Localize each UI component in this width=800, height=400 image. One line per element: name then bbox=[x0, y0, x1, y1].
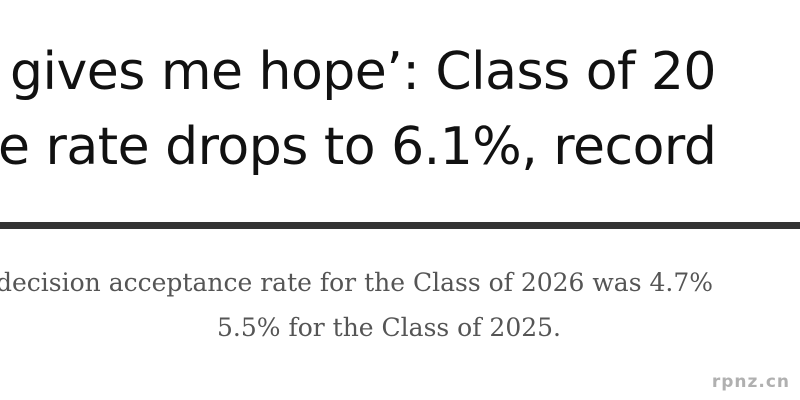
headline-line: e rate drops to 6.1%, record bbox=[0, 117, 717, 177]
headline-line: gives me hope’: Class of 20 bbox=[10, 42, 717, 102]
watermark: rpnz.cn bbox=[711, 372, 790, 392]
divider bbox=[0, 222, 800, 229]
subheadline-line: 5.5% for the Class of 2025. bbox=[217, 313, 562, 342]
subheadline-line: decision acceptance rate for the Class o… bbox=[0, 268, 714, 297]
